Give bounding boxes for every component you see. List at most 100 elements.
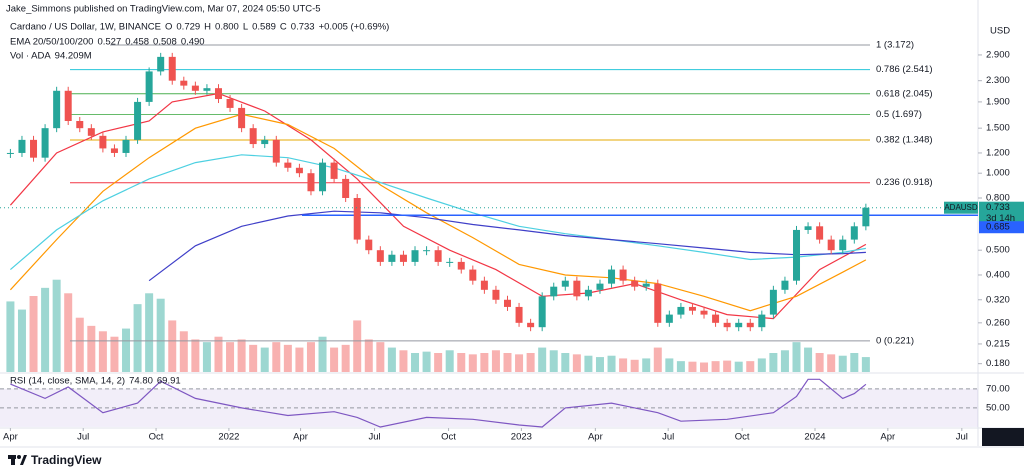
- y-tick-label: 0.400: [986, 269, 1010, 280]
- volume-bar: [572, 354, 581, 372]
- candle-body: [642, 283, 650, 287]
- rsi-tick-label: 70.00: [986, 383, 1010, 394]
- volume-bar: [746, 361, 755, 372]
- volume-bar: [549, 350, 558, 372]
- volume-bar: [619, 358, 628, 372]
- candle-body: [480, 280, 488, 290]
- volume-bar: [607, 355, 616, 372]
- volume-bar: [295, 347, 304, 372]
- price-tag-value: 0.733: [986, 202, 1010, 213]
- candle-body: [249, 128, 257, 145]
- volume-bar: [688, 361, 697, 372]
- candle-body: [238, 107, 246, 129]
- ema-reading: 0.508: [153, 37, 177, 48]
- candle-body: [573, 280, 581, 297]
- volume-bar: [515, 354, 524, 372]
- candle-body: [330, 162, 338, 179]
- volume-bar: [815, 353, 824, 372]
- candle-body: [295, 167, 303, 174]
- candle-body: [353, 197, 361, 240]
- ohlc-value: +0.005 (+0.69%): [319, 22, 390, 33]
- candle-body: [538, 296, 546, 328]
- candle-body: [515, 306, 523, 323]
- candle-body: [839, 239, 847, 251]
- volume-bar: [861, 357, 870, 372]
- ohlc-value: L: [243, 22, 248, 33]
- candle-body: [816, 226, 824, 240]
- y-tick-label: 0.180: [986, 358, 1010, 369]
- candle-body: [64, 90, 72, 121]
- volume-bar: [272, 342, 281, 372]
- volume-bar: [491, 350, 500, 372]
- volume-bar: [133, 304, 142, 372]
- candle-body: [827, 239, 835, 251]
- volume-bar: [191, 339, 200, 372]
- candle-body: [584, 289, 592, 297]
- candle-body: [457, 261, 465, 270]
- ema-reading: 0.527: [97, 37, 121, 48]
- volume-bar: [202, 342, 211, 372]
- volume-bar: [804, 347, 813, 372]
- axis-unit: USD: [990, 26, 1010, 37]
- candle-body: [168, 56, 176, 81]
- x-tick-label: 2023: [511, 432, 532, 443]
- candle-body: [376, 250, 384, 262]
- candle-body: [134, 101, 142, 140]
- x-tick-label: Jul: [662, 432, 674, 443]
- volume-label: Vol · ADA: [10, 51, 51, 62]
- candle-body: [862, 207, 870, 227]
- publisher: Jake_Simmons published on TradingView.co…: [6, 4, 321, 15]
- volume-bar: [827, 354, 836, 372]
- ohlc-value: O: [165, 22, 172, 33]
- volume-bar: [665, 358, 674, 372]
- candle-body: [527, 322, 535, 328]
- ema-reading: 0.490: [181, 37, 205, 48]
- volume-bar: [249, 344, 258, 372]
- volume-bar: [179, 331, 188, 372]
- y-tick-label: 2.300: [986, 75, 1010, 86]
- logo-part: [20, 455, 27, 465]
- rsi-label: RSI (14, close, SMA, 14, 2): [10, 376, 125, 387]
- candle-body: [191, 85, 199, 91]
- ohlc-value: H: [204, 22, 211, 33]
- volume-bar: [723, 360, 732, 372]
- x-tick-label: 2022: [218, 432, 239, 443]
- volume-bar: [214, 336, 223, 372]
- candle-body: [608, 269, 616, 284]
- volume-bar: [330, 347, 339, 372]
- y-tick-label: 0.500: [986, 245, 1010, 256]
- candle-body: [758, 314, 766, 328]
- x-tick-label: Oct: [735, 432, 750, 443]
- candle-body: [399, 254, 407, 262]
- volume-bar: [584, 355, 593, 372]
- ohlc-value: 0.729: [176, 22, 200, 33]
- hline-tag-value: 0.685: [986, 222, 1010, 233]
- volume-bar: [75, 317, 84, 372]
- fib-label: 0.786 (2.541): [876, 64, 933, 75]
- ema-label: EMA 20/50/100/200: [10, 37, 93, 48]
- candle-body: [550, 286, 558, 297]
- candle-body: [665, 314, 673, 323]
- symbol-tag-text: ADAUSD: [944, 203, 978, 212]
- candle-body: [53, 90, 61, 129]
- candle-body: [87, 128, 95, 136]
- y-tick-label: 0.215: [986, 338, 1010, 349]
- x-tick-label: Oct: [441, 432, 456, 443]
- candle-body: [723, 322, 731, 328]
- candle-body: [122, 139, 130, 153]
- candle-body: [145, 71, 153, 102]
- volume-bar: [110, 336, 119, 372]
- fib-label: 0.236 (0.918): [876, 177, 933, 188]
- candle-body: [41, 128, 49, 158]
- volume-bar: [341, 344, 350, 372]
- volume-bar: [399, 350, 408, 372]
- x-tick-label: Jul: [77, 432, 89, 443]
- symbol-title: Cardano / US Dollar, 1W, BINANCE: [10, 22, 161, 33]
- fib-label: 0.5 (1.697): [876, 109, 922, 120]
- candle-body: [561, 280, 569, 287]
- x-tick-label: Jul: [956, 432, 968, 443]
- candle-body: [18, 139, 26, 153]
- volume-bar: [122, 328, 131, 372]
- candle-body: [688, 306, 696, 311]
